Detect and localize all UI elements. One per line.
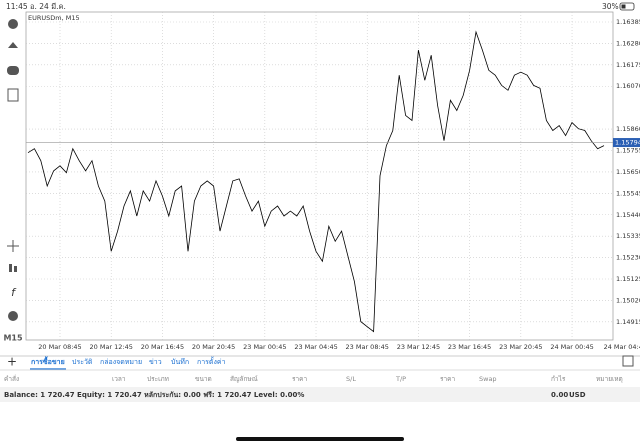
x-tick-label: 20 Mar 12:45	[90, 343, 133, 351]
column-header: หมายเหตุ	[596, 375, 623, 383]
column-header: กำไร	[551, 375, 566, 383]
y-tick-label: 1.15440	[616, 211, 640, 219]
trade-icon[interactable]	[8, 42, 18, 48]
x-tick-label: 20 Mar 08:45	[38, 343, 81, 351]
column-header: ราคา	[292, 375, 307, 383]
timeframe-button[interactable]: M15	[3, 334, 23, 343]
tab[interactable]: การตั้งค่า	[197, 355, 226, 366]
price-line	[27, 30, 605, 333]
column-header: ขนาด	[195, 375, 212, 383]
column-header: เวลา	[112, 375, 126, 383]
left-toolbar: f M15	[3, 19, 23, 343]
current-price-box	[613, 138, 640, 148]
new-icon[interactable]	[7, 88, 19, 102]
x-tick-label: 23 Mar 04:45	[294, 343, 337, 351]
objects-icon[interactable]	[8, 311, 18, 321]
plot-frame	[25, 11, 614, 341]
tabs: การซื้อขาย ประวัติ กล่องจดหมาย ข่าว บันทึก กา…	[30, 355, 226, 370]
home-indicator	[236, 437, 404, 441]
column-header: ราคา	[440, 375, 455, 383]
account-profit: 0.00	[551, 391, 568, 399]
battery-icon	[619, 2, 635, 11]
add-button[interactable]: +	[7, 355, 17, 369]
y-tick-label: 1.15335	[616, 232, 640, 240]
column-headers: คำสั่ง เวลา ประเภท ขนาด สัญลักษณ์ ราคา S/L T/P ร…	[4, 374, 623, 383]
account-icon[interactable]	[8, 19, 18, 29]
y-tick-label: 1.15755	[616, 147, 640, 155]
chart-type-icon[interactable]	[9, 264, 12, 272]
chart-type-icon-2[interactable]	[14, 266, 17, 272]
y-tick-label: 1.14915	[616, 318, 640, 326]
tab[interactable]: บันทึก	[171, 357, 189, 366]
crosshair-icon[interactable]	[7, 240, 19, 252]
indicator-icon[interactable]: f	[11, 286, 17, 299]
tab[interactable]: ข่าว	[149, 358, 162, 366]
x-tick-label: 24 Mar 04:4	[604, 343, 640, 351]
y-tick-label: 1.15020	[616, 296, 640, 304]
column-header: S/L	[346, 375, 356, 383]
y-tick-label: 1.15860	[616, 125, 640, 133]
y-tick-label: 1.16280	[616, 39, 640, 47]
y-tick-label: 1.15125	[616, 275, 640, 283]
x-tick-label: 23 Mar 20:45	[499, 343, 542, 351]
status-time: 11:45	[6, 2, 28, 11]
x-tick-label: 23 Mar 16:45	[448, 343, 491, 351]
y-tick-label: 1.15545	[616, 189, 640, 197]
column-header: ประเภท	[147, 375, 169, 383]
column-header: สัญลักษณ์	[230, 375, 258, 383]
status-battery: 30%	[602, 2, 619, 11]
account-row	[0, 387, 640, 402]
x-tick-label: 23 Mar 12:45	[397, 343, 440, 351]
column-header: คำสั่ง	[4, 374, 19, 383]
account-summary: Balance: 1 720.47 Equity: 1 720.47 หลักป…	[4, 391, 304, 399]
x-tick-label: 24 Mar 00:45	[550, 343, 593, 351]
y-tick-label: 1.16385	[616, 18, 640, 26]
x-tick-label: 20 Mar 20:45	[192, 343, 235, 351]
chart-title: EURUSDm, M15	[28, 14, 80, 22]
tab[interactable]: กล่องจดหมาย	[100, 358, 142, 366]
current-price-label: 1.15794	[615, 139, 640, 147]
x-tick-label: 20 Mar 16:45	[141, 343, 184, 351]
x-tick-label: 23 Mar 08:45	[346, 343, 389, 351]
layout-icon[interactable]	[622, 355, 634, 367]
y-tick-label: 1.15650	[616, 168, 640, 176]
column-header: T/P	[395, 375, 406, 383]
x-tick-label: 23 Mar 00:45	[243, 343, 286, 351]
column-header: Swap	[479, 375, 497, 383]
tab[interactable]: ประวัติ	[72, 358, 93, 366]
y-tick-label: 1.15230	[616, 254, 640, 262]
tab[interactable]: การซื้อขาย	[31, 355, 65, 366]
y-tick-label: 1.16175	[616, 61, 640, 69]
status-date: อ. 24 มี.ค.	[30, 2, 66, 11]
y-tick-label: 1.16070	[616, 82, 640, 90]
account-currency: USD	[569, 391, 586, 399]
chat-icon[interactable]	[7, 66, 19, 75]
battery-level	[621, 4, 626, 9]
